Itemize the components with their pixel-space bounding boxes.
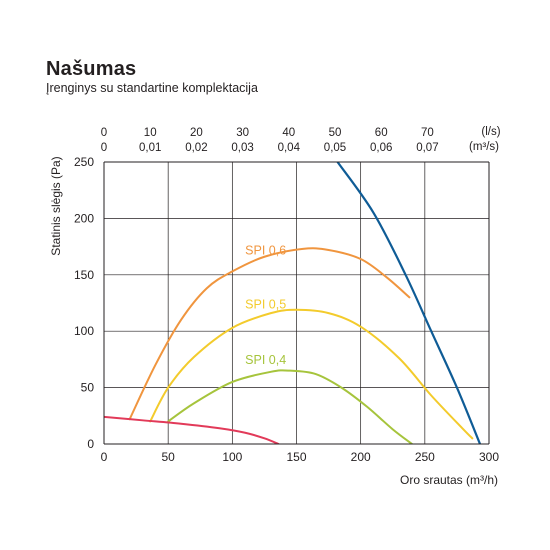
chart-curves (104, 162, 482, 444)
x-tick-label: 300 (479, 450, 499, 464)
y-tick-label: 100 (74, 324, 94, 338)
x-axis-label: Oro srautas (m³/h) (400, 473, 498, 487)
top-tick-label-ls: 60 (375, 127, 388, 139)
y-tick-label: 200 (74, 211, 94, 225)
x-tick-label: 200 (351, 450, 371, 464)
top-tick-label-ls: 50 (329, 127, 342, 139)
y-axis-label: Statinis slėgis (Pa) (49, 156, 63, 255)
series-label-0: SPI 0,6 (245, 243, 286, 257)
top-tick-label-m3s: 0,01 (139, 142, 161, 154)
top-tick-label-m3s: 0,04 (278, 142, 301, 154)
y-tick-label: 50 (81, 381, 95, 395)
x-tick-label: 0 (101, 450, 108, 464)
series-line-1 (149, 308, 474, 440)
series-line-4 (336, 162, 482, 444)
top-tick-label-ls: 70 (421, 127, 434, 139)
curve-labels: SPI 0,6 SPI 0,5 SPI 0,4 (245, 243, 286, 366)
x-tick-label: 50 (161, 450, 175, 464)
top-axis-unit-m3s: (m³/s) (469, 141, 499, 153)
series-line-2 (167, 369, 413, 444)
y-tick-label: 0 (87, 437, 94, 451)
top-tick-label-m3s: 0,07 (416, 142, 438, 154)
top-tick-label-ls: 40 (282, 127, 295, 139)
y-tick-label: 150 (74, 268, 94, 282)
top-axis-unit-ls: (l/s) (481, 126, 500, 138)
chart-subtitle: Įrenginys su standartine komplektacija (46, 81, 258, 95)
top-tick-label-m3s: 0 (101, 142, 107, 154)
top-tick-label-ls: 30 (236, 127, 249, 139)
y-tick-label: 250 (74, 155, 94, 169)
top-tick-label-m3s: 0,05 (324, 142, 346, 154)
top-tick-label-m3s: 0,03 (231, 142, 253, 154)
series-label-1: SPI 0,5 (245, 298, 286, 312)
x-tick-label: 100 (222, 450, 242, 464)
chart-grid (104, 162, 489, 444)
x-tick-label: 250 (415, 450, 435, 464)
series-line-0 (128, 247, 411, 421)
top-tick-label-m3s: 0,02 (185, 142, 207, 154)
x-tick-label: 150 (286, 450, 306, 464)
series-line-3 (104, 415, 280, 444)
top-tick-label-ls: 20 (190, 127, 203, 139)
top-tick-label-ls: 0 (101, 127, 107, 139)
top-tick-label-ls: 10 (144, 127, 157, 139)
chart-frame (103, 161, 490, 445)
top-tick-label-m3s: 0,06 (370, 142, 392, 154)
chart-title: Našumas (46, 58, 137, 80)
series-label-2: SPI 0,4 (245, 353, 286, 367)
